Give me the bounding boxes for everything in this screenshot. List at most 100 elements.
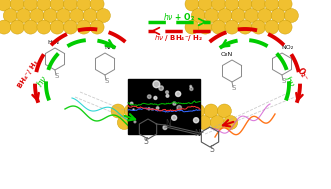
Circle shape	[212, 20, 226, 34]
Text: BH₄⁻/ H₂: BH₄⁻/ H₂	[17, 59, 39, 89]
Circle shape	[152, 109, 153, 110]
Circle shape	[265, 20, 279, 34]
Circle shape	[231, 9, 245, 22]
Text: S: S	[282, 78, 286, 84]
Circle shape	[194, 118, 199, 123]
Circle shape	[157, 115, 171, 129]
Circle shape	[166, 94, 169, 97]
Circle shape	[10, 20, 24, 34]
Circle shape	[252, 0, 265, 11]
Circle shape	[134, 121, 136, 123]
Text: O₂N: O₂N	[221, 52, 233, 57]
Circle shape	[164, 104, 178, 118]
Circle shape	[177, 104, 192, 118]
Text: S: S	[144, 138, 148, 146]
Text: $hν$: $hν$	[282, 73, 298, 89]
Circle shape	[64, 0, 77, 11]
Circle shape	[70, 9, 84, 22]
Circle shape	[204, 104, 218, 118]
Circle shape	[124, 104, 138, 118]
Circle shape	[205, 9, 218, 22]
Circle shape	[151, 104, 165, 118]
Circle shape	[163, 126, 167, 129]
Circle shape	[111, 104, 125, 118]
Circle shape	[238, 0, 252, 11]
Circle shape	[0, 0, 11, 11]
Circle shape	[50, 20, 64, 34]
Circle shape	[166, 91, 168, 94]
Circle shape	[159, 86, 164, 90]
Circle shape	[225, 20, 239, 34]
Circle shape	[191, 104, 205, 118]
Text: $hν$: $hν$	[34, 73, 50, 89]
Circle shape	[138, 104, 152, 118]
Circle shape	[284, 9, 299, 22]
Circle shape	[133, 109, 134, 110]
Text: NO₂: NO₂	[281, 45, 293, 50]
Circle shape	[198, 0, 212, 11]
Circle shape	[83, 9, 97, 22]
Circle shape	[218, 9, 232, 22]
Circle shape	[96, 9, 111, 22]
Circle shape	[144, 115, 158, 129]
Circle shape	[271, 9, 285, 22]
Circle shape	[184, 115, 198, 129]
Circle shape	[175, 91, 181, 97]
Circle shape	[148, 108, 150, 110]
Circle shape	[37, 0, 51, 11]
Circle shape	[77, 20, 91, 34]
Circle shape	[278, 0, 292, 11]
Circle shape	[173, 102, 176, 105]
Bar	[128, 79, 200, 134]
Circle shape	[3, 9, 17, 22]
Circle shape	[37, 20, 51, 34]
Circle shape	[217, 104, 231, 118]
Text: S: S	[210, 146, 214, 154]
Circle shape	[130, 102, 133, 105]
Circle shape	[17, 9, 30, 22]
Circle shape	[245, 9, 259, 22]
Circle shape	[156, 107, 159, 109]
Circle shape	[147, 95, 151, 98]
Circle shape	[24, 0, 38, 11]
Text: NH₂: NH₂	[104, 45, 116, 50]
Circle shape	[90, 0, 104, 11]
Circle shape	[211, 115, 224, 129]
Circle shape	[77, 0, 91, 11]
Text: S: S	[232, 85, 236, 91]
Circle shape	[64, 20, 77, 34]
Circle shape	[190, 85, 192, 87]
Circle shape	[154, 96, 157, 99]
Text: N: N	[165, 119, 171, 129]
Circle shape	[197, 115, 211, 129]
Circle shape	[238, 20, 252, 34]
Circle shape	[177, 105, 181, 110]
Circle shape	[170, 115, 184, 129]
Circle shape	[185, 20, 199, 34]
Circle shape	[224, 115, 238, 129]
Text: H₂N: H₂N	[47, 40, 59, 45]
Circle shape	[278, 20, 292, 34]
Text: N: N	[194, 129, 200, 138]
Circle shape	[225, 0, 239, 11]
Circle shape	[252, 20, 265, 34]
Circle shape	[117, 115, 131, 129]
Text: S: S	[105, 78, 109, 84]
Circle shape	[198, 20, 212, 34]
Circle shape	[191, 9, 205, 22]
Circle shape	[258, 9, 272, 22]
Circle shape	[43, 9, 57, 22]
Text: $hν$ / BH₄⁻/ H₂: $hν$ / BH₄⁻/ H₂	[154, 33, 204, 43]
Circle shape	[212, 0, 226, 11]
Circle shape	[190, 87, 193, 91]
Circle shape	[131, 115, 145, 129]
Text: S: S	[55, 73, 59, 79]
Circle shape	[0, 20, 11, 34]
Circle shape	[153, 81, 160, 88]
Text: O₂⁻: O₂⁻	[296, 66, 310, 82]
Text: $hν$ + O₂: $hν$ + O₂	[163, 11, 195, 22]
Circle shape	[90, 20, 104, 34]
Circle shape	[265, 0, 279, 11]
Circle shape	[30, 9, 44, 22]
Circle shape	[171, 115, 177, 120]
